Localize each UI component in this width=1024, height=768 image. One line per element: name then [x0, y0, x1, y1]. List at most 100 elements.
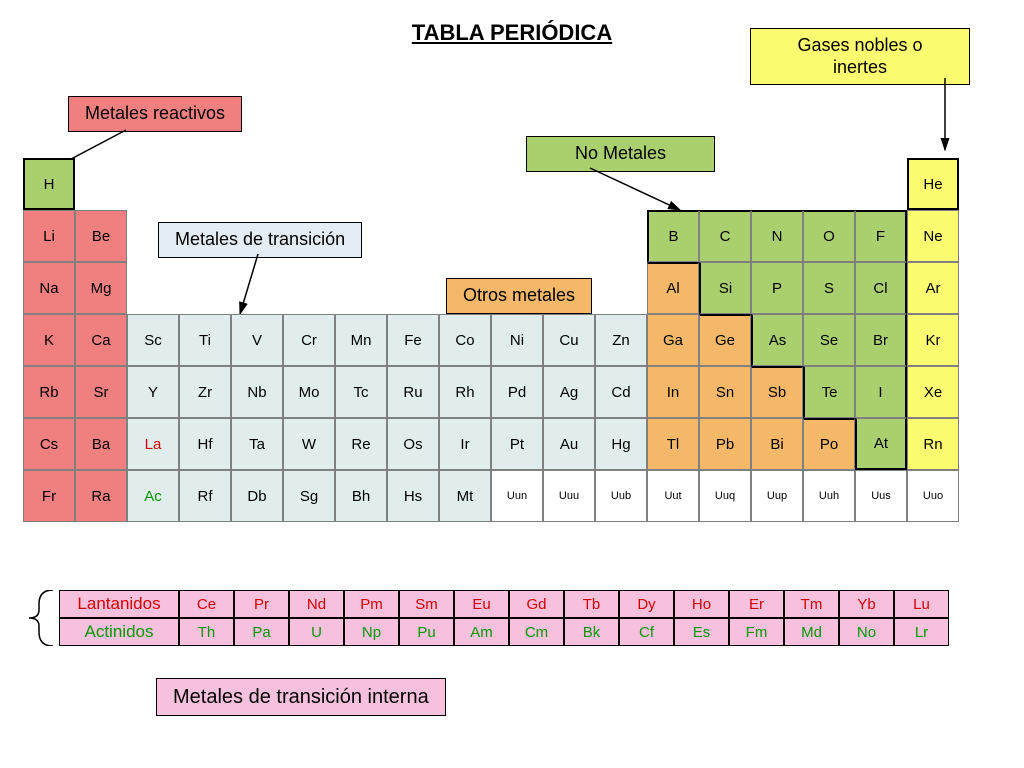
- element-Co: Co: [439, 314, 491, 366]
- f-Lantanidos: Lantanidos: [59, 590, 179, 618]
- element-Na: Na: [23, 262, 75, 314]
- element-Fe: Fe: [387, 314, 439, 366]
- element-Hs: Hs: [387, 470, 439, 522]
- f-Sm: Sm: [399, 590, 454, 618]
- element-Uuo: Uuo: [907, 470, 959, 522]
- legend-f-block: Metales de transición interna: [156, 678, 446, 716]
- element-Ge: Ge: [699, 314, 751, 366]
- f-Am: Am: [454, 618, 509, 646]
- element-Xe: Xe: [907, 366, 959, 418]
- f-Np: Np: [344, 618, 399, 646]
- arrow-noble: [925, 78, 965, 158]
- element-Be: Be: [75, 210, 127, 262]
- element-Au: Au: [543, 418, 595, 470]
- element-Re: Re: [335, 418, 387, 470]
- f-Dy: Dy: [619, 590, 674, 618]
- f-Er: Er: [729, 590, 784, 618]
- f-Pa: Pa: [234, 618, 289, 646]
- element-Ta: Ta: [231, 418, 283, 470]
- f-Es: Es: [674, 618, 729, 646]
- f-Pu: Pu: [399, 618, 454, 646]
- element-He: He: [907, 158, 959, 210]
- element-Pt: Pt: [491, 418, 543, 470]
- f-Th: Th: [179, 618, 234, 646]
- element-Sn: Sn: [699, 366, 751, 418]
- element-Ne: Ne: [907, 210, 959, 262]
- element-Uun: Uun: [491, 470, 543, 522]
- element-Uuq: Uuq: [699, 470, 751, 522]
- element-Cs: Cs: [23, 418, 75, 470]
- element-S: S: [803, 262, 855, 314]
- element-Pb: Pb: [699, 418, 751, 470]
- element-Cd: Cd: [595, 366, 647, 418]
- element-Mg: Mg: [75, 262, 127, 314]
- element-B: B: [647, 210, 699, 262]
- element-Ru: Ru: [387, 366, 439, 418]
- element-C: C: [699, 210, 751, 262]
- element-N: N: [751, 210, 803, 262]
- element-V: V: [231, 314, 283, 366]
- element-Ti: Ti: [179, 314, 231, 366]
- element-Uup: Uup: [751, 470, 803, 522]
- element-Mt: Mt: [439, 470, 491, 522]
- element-Bi: Bi: [751, 418, 803, 470]
- periodic-table-grid: HHeLiBeBCNOFNeNaMgAlSiPSClArKCaScTiVCrMn…: [23, 158, 959, 522]
- f-block-brace: [23, 590, 59, 646]
- f-Pm: Pm: [344, 590, 399, 618]
- element-Cr: Cr: [283, 314, 335, 366]
- element-La: La: [127, 418, 179, 470]
- element-Rh: Rh: [439, 366, 491, 418]
- element-Pd: Pd: [491, 366, 543, 418]
- element-Uuu: Uuu: [543, 470, 595, 522]
- element-Fr: Fr: [23, 470, 75, 522]
- element-Mn: Mn: [335, 314, 387, 366]
- element-Uus: Uus: [855, 470, 907, 522]
- element-I: I: [855, 366, 907, 418]
- element-In: In: [647, 366, 699, 418]
- element-As: As: [751, 314, 803, 366]
- legend-noble-gases: Gases nobles o inertes: [750, 28, 970, 85]
- element-Si: Si: [699, 262, 751, 314]
- f-Md: Md: [784, 618, 839, 646]
- element-Hg: Hg: [595, 418, 647, 470]
- f-block-grid: LantanidosActinidosCePrNdPmSmEuGdTbDyHoE…: [59, 590, 949, 646]
- element-Y: Y: [127, 366, 179, 418]
- element-Ag: Ag: [543, 366, 595, 418]
- element-Ir: Ir: [439, 418, 491, 470]
- element-Ga: Ga: [647, 314, 699, 366]
- f-Lu: Lu: [894, 590, 949, 618]
- f-U: U: [289, 618, 344, 646]
- element-Rb: Rb: [23, 366, 75, 418]
- element-Cu: Cu: [543, 314, 595, 366]
- element-O: O: [803, 210, 855, 262]
- element-Sr: Sr: [75, 366, 127, 418]
- element-Rf: Rf: [179, 470, 231, 522]
- f-Tm: Tm: [784, 590, 839, 618]
- element-Kr: Kr: [907, 314, 959, 366]
- f-Gd: Gd: [509, 590, 564, 618]
- f-Ho: Ho: [674, 590, 729, 618]
- element-Nb: Nb: [231, 366, 283, 418]
- element-Sc: Sc: [127, 314, 179, 366]
- element-P: P: [751, 262, 803, 314]
- f-Bk: Bk: [564, 618, 619, 646]
- element-Al: Al: [647, 262, 699, 314]
- element-Db: Db: [231, 470, 283, 522]
- f-Eu: Eu: [454, 590, 509, 618]
- element-Uub: Uub: [595, 470, 647, 522]
- element-Uut: Uut: [647, 470, 699, 522]
- element-At: At: [855, 418, 907, 470]
- f-Yb: Yb: [839, 590, 894, 618]
- element-K: K: [23, 314, 75, 366]
- element-Po: Po: [803, 418, 855, 470]
- element-F: F: [855, 210, 907, 262]
- element-Ar: Ar: [907, 262, 959, 314]
- element-Sg: Sg: [283, 470, 335, 522]
- f-Fm: Fm: [729, 618, 784, 646]
- f-Cm: Cm: [509, 618, 564, 646]
- element-Hf: Hf: [179, 418, 231, 470]
- element-Mo: Mo: [283, 366, 335, 418]
- element-W: W: [283, 418, 335, 470]
- f-Ce: Ce: [179, 590, 234, 618]
- f-Lr: Lr: [894, 618, 949, 646]
